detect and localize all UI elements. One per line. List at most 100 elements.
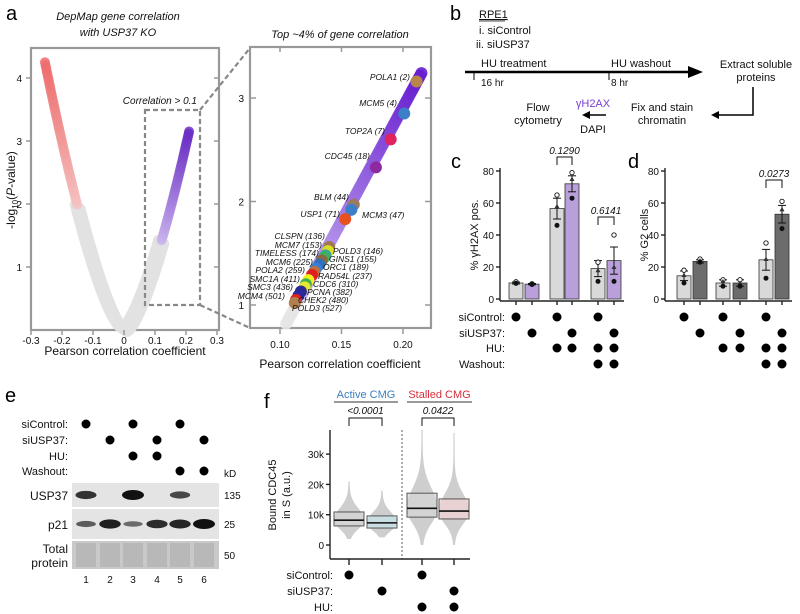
y-tick-label: 3 [16,137,22,148]
y-tick-label: 80 [648,167,660,178]
zoom-scatter-plot: Top ~4% of gene correlation 0.10 0.15 0.20… [238,29,433,371]
box [366,515,398,529]
replicate-point-triangle [720,278,726,284]
blot-band [146,519,168,529]
condition-dot [777,343,787,353]
ylabel-p: P [4,188,18,196]
time-16hr: 16 hr [481,78,504,89]
volcano-ylabel: -log10(P-value) [4,151,20,229]
p-value-label: 0.1290 [549,146,580,157]
volcano-points [39,57,195,337]
step-hu-treatment: HU treatment [481,58,546,70]
volcano-plot: DepMap gene correlation with USP37 KO -0… [4,11,251,358]
condition-dot [695,328,705,338]
bar-chart-g2: % G2 cells 0 20 40 60 80 0.0273 [639,167,792,306]
fix-line2: chromatin [638,115,686,127]
condition-label: siControl: [459,312,505,324]
condition-dot [777,359,787,369]
zoom-title: Top ~4% of gene correlation [271,29,409,41]
x-tick-label: 0.2 [179,336,193,347]
y-tick-label: 1 [16,263,22,274]
lane-number: 3 [130,575,136,586]
blot-band [123,521,143,527]
replicate-point-triangle [595,267,601,273]
cdc45-box-plot: Bound CDC45 in S (a.u.) 0 10k 20k 30k Active… [267,389,472,614]
kd-marker: 50 [224,551,236,562]
lane-number: 1 [83,575,89,586]
volcano-xlabel: Pearson correlation coefficient [44,344,206,358]
condition-label: Washout: [459,359,505,371]
significance-bracket [597,216,615,225]
p-value-label: 0.0273 [759,169,790,180]
condition-label: siUSP37: [22,435,68,447]
zoom-ticks: 0.10 0.15 0.20 1 2 3 [238,47,431,351]
blot-label: p21 [48,518,68,532]
replicate-point-triangle [681,272,687,277]
blot-band [169,491,191,499]
gene-label: MCM4 (501) [238,291,285,301]
y-tick-label: 0 [653,295,659,306]
bar [564,183,580,300]
condition-dot [128,451,138,461]
gene-label: POLA1 (2) [370,72,410,82]
condition-dot [761,312,771,322]
condition-label: siUSP37: [287,586,333,598]
gene-label: TOP2A (7) [345,126,385,136]
replicate-point-open [569,169,575,176]
replicate-point-filled [611,278,617,284]
extract-line2: proteins [736,72,776,84]
gene-point [288,296,301,309]
d-ylabel: % G2 cells [639,208,651,261]
replicate-point-filled [513,280,519,286]
condition-dot [718,312,728,322]
panel-label-c: c [451,151,461,173]
condition-dot [609,343,619,353]
condition-label: siUSP37: [459,328,505,340]
lane-number: 4 [154,575,160,586]
gene-label: CHEK2 (480) [298,295,349,305]
condition-dot [152,435,162,445]
condition-dot [593,312,603,322]
blot-label: protein [31,556,68,570]
condition-dot [567,343,577,353]
condition-label: HU: [314,602,333,614]
gene-label: MCM5 (4) [359,98,397,108]
y-tick-label: 60 [483,199,495,210]
zoom-connector-top [199,47,251,111]
replicate-point-open [595,259,601,265]
protein-lane [170,543,190,567]
gene-label: MCM7 (153) [275,240,322,250]
y-tick-label: 30k [308,450,325,461]
y-tick-label: 40 [483,231,495,242]
protein-lane [123,543,143,567]
blot-band [75,490,97,500]
x-tick-label: 0.15 [332,340,352,351]
volcano-point-right [184,126,195,137]
replicate-point-filled [737,283,743,289]
gene-point [384,133,397,146]
panel-label-e: e [5,385,16,407]
condition-dot [552,343,562,353]
bar [549,208,565,300]
y-tick-label: 0 [488,295,494,306]
group-header: Stalled CMG [408,389,470,401]
arrow-left-icon [711,111,719,119]
extract-line1: Extract soluble [720,59,792,71]
blot-band [193,519,215,529]
stain-dapi: DAPI [580,124,606,136]
condition-dot [735,343,745,353]
zoom-points [280,67,428,330]
flow-line2: cytometry [514,115,562,127]
condition-1: i. siControl [479,25,531,37]
condition-dot [81,419,91,429]
flow-connector [718,87,754,116]
replicate-point-open [763,240,769,246]
gene-point [345,203,358,216]
ylabel-sub: 10 [11,199,20,208]
kd-marker: 25 [224,520,236,531]
condition-dot [679,312,689,322]
zoom-frame [248,45,433,330]
replicate-point-filled [779,226,785,232]
violin [438,432,470,545]
x-tick-label: 0.1 [148,336,162,347]
